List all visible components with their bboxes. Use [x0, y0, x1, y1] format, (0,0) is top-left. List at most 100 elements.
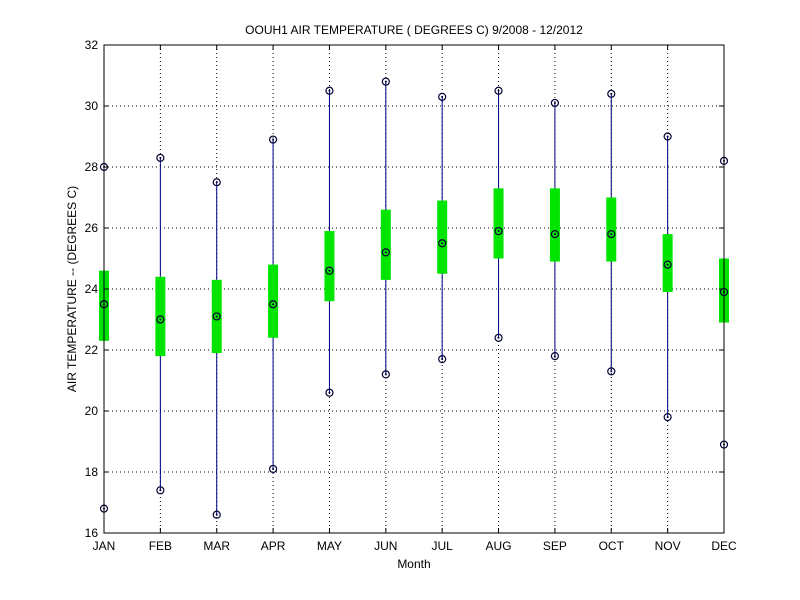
- min-marker-dot: [610, 370, 613, 373]
- x-tick-label: JAN: [93, 539, 116, 553]
- y-tick-label: 20: [85, 404, 99, 418]
- x-tick-label: MAR: [203, 539, 230, 553]
- x-tick-label: MAY: [317, 539, 342, 553]
- median-marker-dot: [215, 315, 218, 318]
- min-marker-dot: [497, 336, 500, 339]
- min-marker: [156, 486, 165, 495]
- min-marker: [325, 388, 334, 397]
- x-tick-label: JUL: [432, 539, 454, 553]
- x-tick-label: JUN: [374, 539, 397, 553]
- max-marker: [607, 89, 616, 98]
- median-marker: [156, 315, 165, 324]
- median-marker: [212, 312, 221, 321]
- max-marker: [663, 132, 672, 141]
- box-apr: [268, 135, 279, 474]
- max-marker: [156, 153, 165, 162]
- max-marker-dot: [215, 181, 218, 184]
- max-marker: [550, 98, 560, 108]
- min-marker-dot: [441, 358, 444, 361]
- max-marker-dot: [384, 80, 387, 83]
- min-marker-dot: [553, 355, 556, 358]
- median-marker-dot: [384, 251, 387, 254]
- min-marker: [607, 367, 616, 376]
- median-marker-dot: [666, 263, 669, 266]
- x-tick-label: APR: [261, 539, 286, 553]
- y-axis-label: AIR TEMPERATURE -- (DEGREES C): [65, 186, 79, 392]
- iqr-box: [549, 188, 560, 262]
- chart-title: OOUH1 AIR TEMPERATURE ( DEGREES C) 9/200…: [245, 23, 583, 37]
- min-marker: [438, 355, 447, 364]
- y-tick-label: 24: [85, 282, 99, 296]
- min-marker: [663, 413, 672, 422]
- y-tick-label: 28: [85, 160, 99, 174]
- median-marker-dot: [441, 242, 444, 245]
- x-tick-label: NOV: [655, 539, 681, 553]
- max-marker: [381, 77, 390, 86]
- max-marker: [268, 135, 278, 144]
- min-marker: [212, 510, 221, 519]
- y-tick-label: 18: [85, 465, 99, 479]
- max-marker-dot: [272, 138, 275, 141]
- median-marker: [663, 260, 672, 269]
- min-marker-dot: [215, 513, 218, 516]
- x-tick-label: SEP: [543, 539, 567, 553]
- box-may: [324, 86, 335, 397]
- y-tick-label: 22: [85, 343, 99, 357]
- iqr-box: [493, 188, 504, 259]
- y-tick-label: 16: [85, 526, 99, 540]
- box-mar: [211, 178, 222, 519]
- min-marker-dot: [328, 391, 331, 394]
- y-axis: 16 18 20 22 24 26 28 30 32: [85, 38, 724, 540]
- y-tick-label: 26: [85, 221, 99, 235]
- x-axis: JAN FEB MAR APR MAY JUN JUL AUG SEP OCT NOV DEC: [93, 45, 737, 553]
- iqr-box: [606, 197, 617, 262]
- median-marker: [550, 230, 560, 239]
- min-marker-dot: [666, 416, 669, 419]
- box-jun: [380, 77, 391, 379]
- max-marker-dot: [610, 92, 613, 95]
- min-marker: [268, 464, 278, 474]
- median-marker: [438, 239, 447, 248]
- iqr-box: [380, 209, 391, 280]
- median-marker-dot: [272, 303, 275, 306]
- min-marker: [494, 333, 503, 342]
- y-tick-label: 30: [85, 99, 99, 113]
- median-marker-dot: [553, 233, 556, 236]
- box-jul: [437, 92, 448, 364]
- grid: [103, 44, 725, 534]
- x-tick-label: OCT: [599, 539, 625, 553]
- x-tick-label: FEB: [149, 539, 172, 553]
- median-marker: [494, 226, 503, 236]
- max-marker: [212, 178, 221, 187]
- box-oct: [606, 89, 617, 376]
- min-marker: [381, 370, 390, 379]
- max-marker-dot: [159, 156, 162, 159]
- iqr-box: [324, 231, 335, 302]
- median-marker-dot: [328, 269, 331, 272]
- iqr-box: [437, 200, 448, 274]
- x-axis-label: Month: [397, 557, 430, 571]
- box-sep: [549, 98, 560, 361]
- median-marker-dot: [159, 318, 162, 321]
- median-marker: [381, 248, 390, 257]
- median-marker-dot: [497, 230, 500, 233]
- x-tick-label: DEC: [711, 539, 737, 553]
- min-marker: [550, 352, 560, 361]
- x-tick-label: AUG: [486, 539, 512, 553]
- min-marker-dot: [159, 489, 162, 492]
- data-marks: [99, 77, 729, 519]
- median-marker: [607, 230, 616, 239]
- median-marker: [325, 266, 334, 275]
- iqr-box: [662, 234, 673, 293]
- max-marker-dot: [666, 135, 669, 138]
- max-marker: [325, 86, 334, 95]
- y-tick-label: 32: [85, 38, 99, 52]
- min-marker-dot: [272, 467, 275, 470]
- box-feb: [155, 153, 166, 495]
- box-nov: [662, 132, 673, 422]
- max-marker-dot: [497, 89, 500, 92]
- max-marker: [438, 92, 447, 101]
- max-marker-dot: [553, 101, 556, 104]
- median-marker: [268, 300, 278, 309]
